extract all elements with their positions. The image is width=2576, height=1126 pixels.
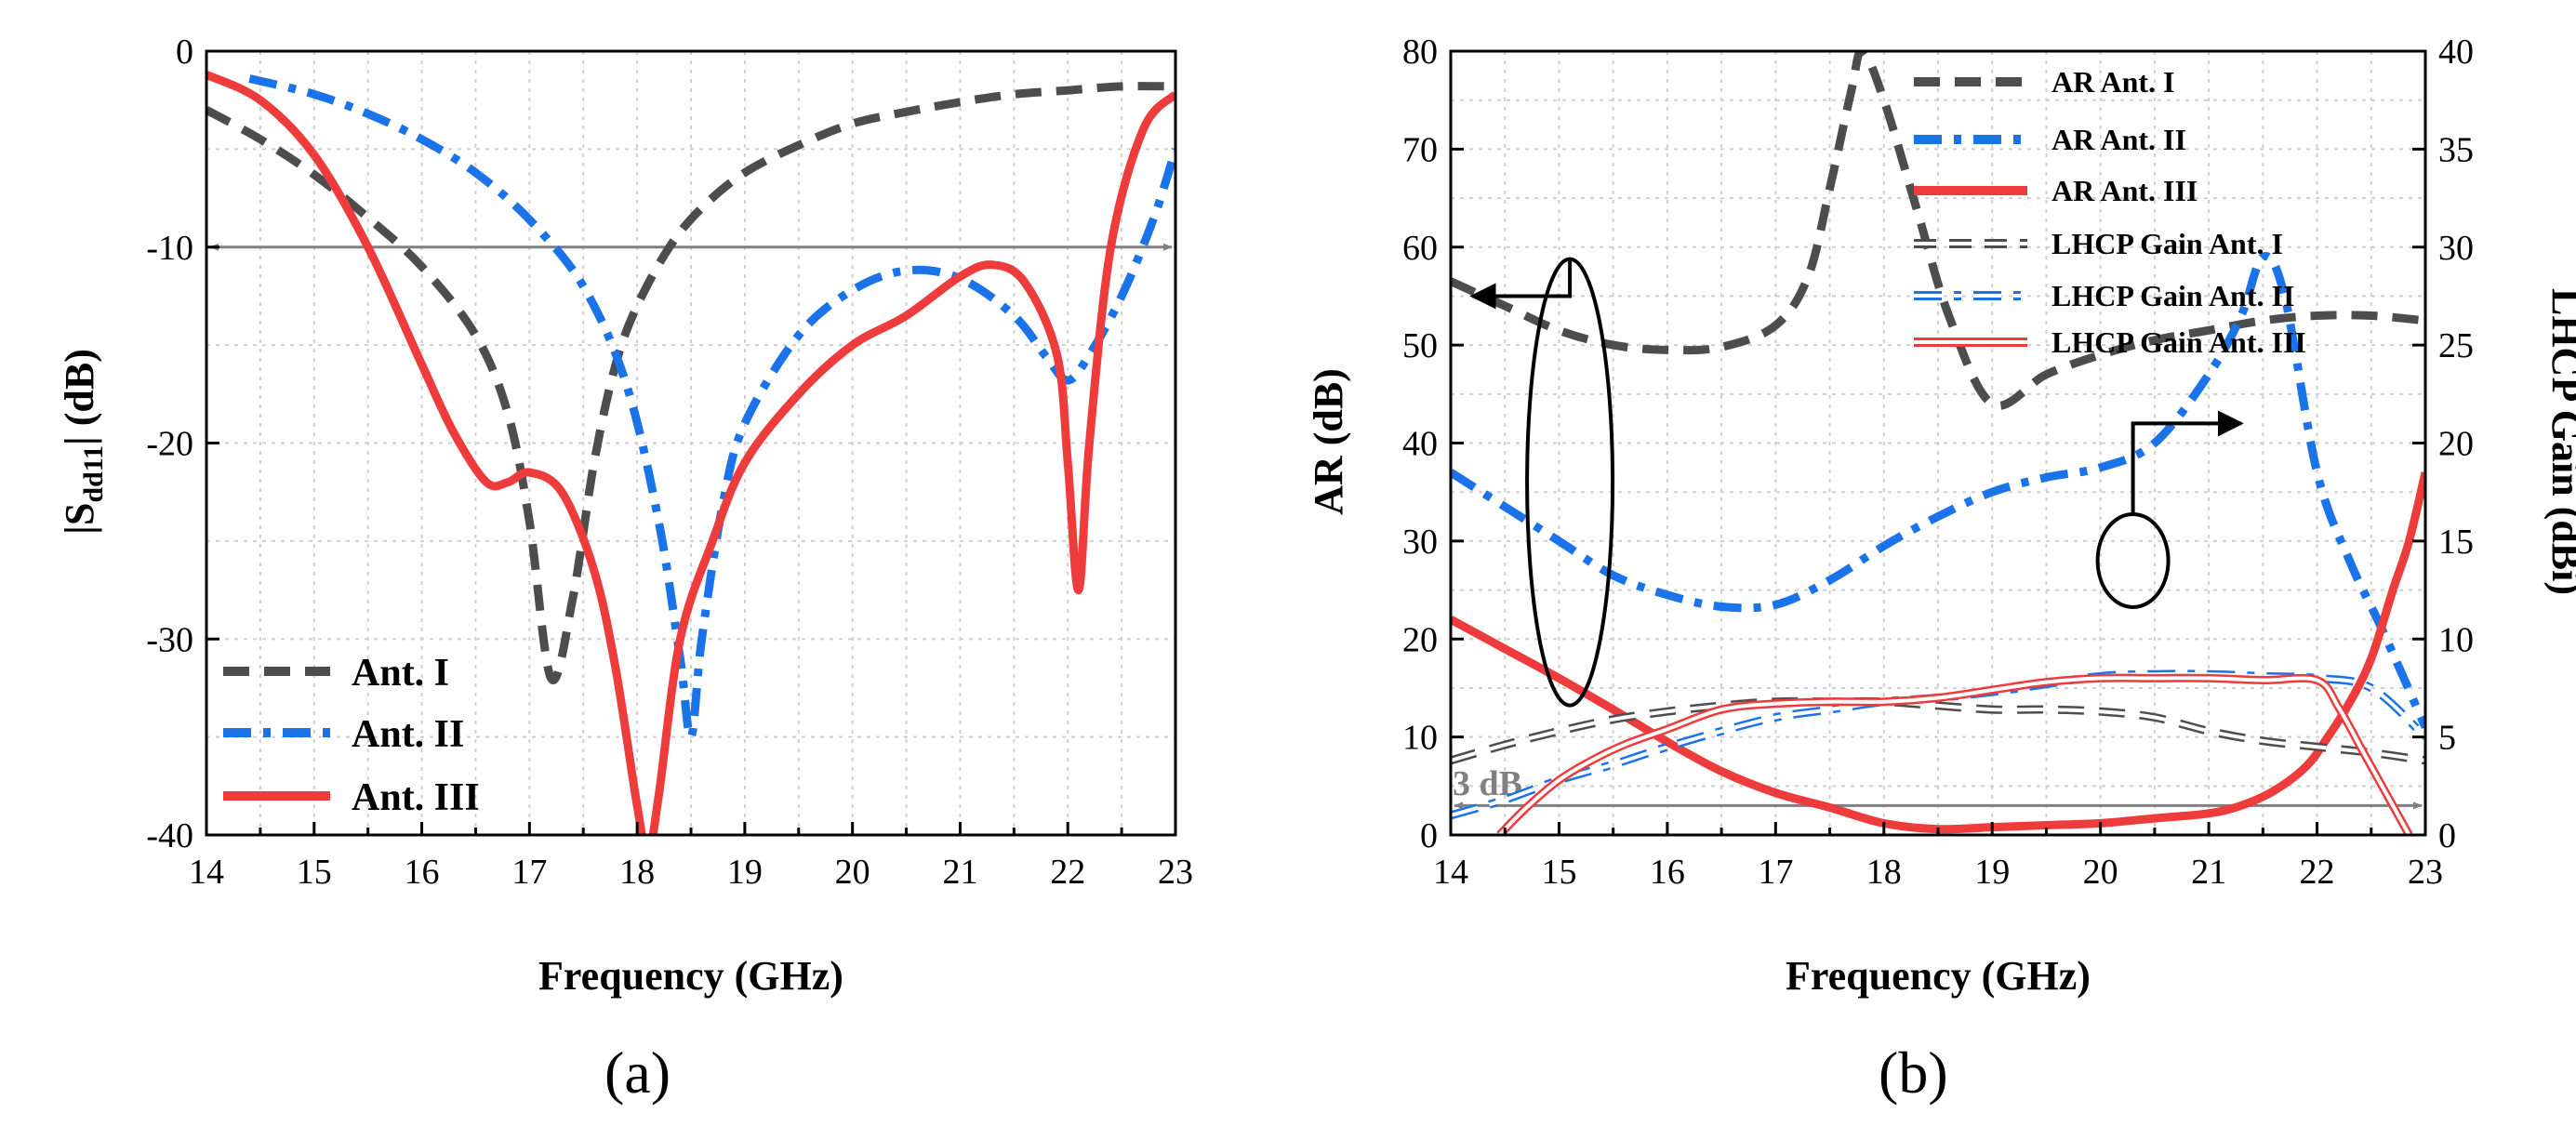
x-tick-label: 20 bbox=[835, 853, 870, 892]
chart-b-annotations bbox=[1469, 257, 2244, 708]
y-right-tick-label: 0 bbox=[2438, 816, 2456, 855]
legend-label-ant3: Ant. III bbox=[352, 776, 480, 819]
y-right-tick-label: 35 bbox=[2438, 130, 2474, 169]
x-tick-label: 19 bbox=[1974, 853, 2010, 892]
x-tick-label: 23 bbox=[1158, 853, 1193, 892]
legend-label-gain-ant3: LHCP Gain Ant. III bbox=[2052, 325, 2306, 359]
x-tick-label: 22 bbox=[1050, 853, 1085, 892]
y-tick-label: -30 bbox=[146, 620, 193, 659]
legend-label-ar-ant3: AR Ant. III bbox=[2052, 174, 2198, 207]
chart-b-series bbox=[1451, 51, 2425, 835]
legend-label-gain-ant2: LHCP Gain Ant. II bbox=[2052, 279, 2294, 312]
y-tick-label: 0 bbox=[1420, 816, 1438, 855]
x-tick-label: 18 bbox=[619, 853, 655, 892]
y-tick-label: 80 bbox=[1402, 33, 1438, 72]
y-tick-label: 60 bbox=[1402, 229, 1438, 268]
x-tick-label: 20 bbox=[2083, 853, 2118, 892]
chart-b-y-ticks-right: 0 5 10 15 20 25 30 35 40 bbox=[2412, 33, 2474, 855]
x-tick-label: 15 bbox=[1541, 853, 1576, 892]
chart-b-legend: AR Ant. I AR Ant. II AR Ant. III LHCP Ga… bbox=[1914, 65, 2306, 359]
legend-item-ar-ant2: AR Ant. II bbox=[1914, 123, 2186, 156]
legend-item-gain-ant2: LHCP Gain Ant. II bbox=[1914, 279, 2294, 312]
series-lhcp-gain-ant-iii-inner bbox=[1497, 676, 2411, 835]
x-tick-label: 17 bbox=[511, 853, 547, 892]
legend-label-ar-ant1: AR Ant. I bbox=[2052, 65, 2174, 99]
series-ar-ant-ii bbox=[1451, 252, 2425, 729]
series-lhcp-gain-ant-i-inner bbox=[1451, 699, 2425, 762]
chart-a-series bbox=[206, 71, 1175, 835]
y-right-tick-label: 30 bbox=[2438, 229, 2474, 268]
series-ar-ant-iii bbox=[1451, 471, 2425, 834]
y-right-tick-label: 10 bbox=[2438, 620, 2474, 659]
annotation-arrow-left bbox=[1469, 258, 1573, 310]
y-tick-label: 0 bbox=[176, 33, 193, 72]
chart-b: 3 dB 14 15 16 17 18 19 20 21 22 23 01020304050607… bbox=[1306, 33, 2576, 1106]
chart-b-y-axis-title-left: AR (dB) bbox=[1306, 368, 1351, 515]
y-right-tick-label: 20 bbox=[2438, 425, 2474, 464]
x-tick-label: 23 bbox=[2408, 853, 2443, 892]
y-tick-label: -40 bbox=[146, 816, 193, 855]
x-tick-label: 17 bbox=[1758, 853, 1793, 892]
legend-item-ant3: Ant. III bbox=[223, 776, 480, 819]
x-tick-label: 16 bbox=[405, 853, 440, 892]
chart-b-y-ticks-left: 0 10 20 30 40 50 60 70 80 bbox=[1402, 33, 1464, 855]
x-tick-label: 21 bbox=[942, 853, 977, 892]
series-ant-i bbox=[206, 82, 1175, 684]
y-right-tick-label: 40 bbox=[2438, 33, 2474, 72]
legend-item-gain-ant1: LHCP Gain Ant. I bbox=[1914, 227, 2283, 260]
annotation-ellipse-right bbox=[2095, 511, 2171, 609]
chart-b-panel-label: (b) bbox=[1879, 1040, 1948, 1106]
x-tick-label: 16 bbox=[1650, 853, 1685, 892]
legend-item-ar-ant1: AR Ant. I bbox=[1914, 65, 2174, 99]
x-tick-label: 14 bbox=[189, 853, 224, 892]
x-tick-label: 14 bbox=[1433, 853, 1468, 892]
chart-a-x-axis-title: Frequency (GHz) bbox=[538, 953, 843, 999]
annotation-ellipse-left bbox=[1525, 257, 1615, 708]
y-tick-label: 40 bbox=[1402, 425, 1438, 464]
chart-a-y-ticks: 0 -10 -20 -30 -40 bbox=[146, 33, 219, 855]
legend-item-ar-ant3: AR Ant. III bbox=[1914, 174, 2198, 207]
x-tick-label: 15 bbox=[297, 853, 332, 892]
chart-a-grid bbox=[206, 51, 1175, 835]
legend-label-ant2: Ant. II bbox=[352, 713, 464, 756]
legend-label-ant1: Ant. I bbox=[352, 652, 449, 695]
y-tick-label: -20 bbox=[146, 425, 193, 464]
y-tick-label: 20 bbox=[1402, 620, 1438, 659]
y-tick-label: 10 bbox=[1402, 719, 1438, 758]
x-tick-label: 21 bbox=[2191, 853, 2226, 892]
legend-item-gain-ant3: LHCP Gain Ant. III bbox=[1914, 325, 2306, 359]
legend-item-ant2: Ant. II bbox=[223, 713, 464, 756]
legend-item-ant1: Ant. I bbox=[223, 652, 449, 695]
chart-a: 14 15 16 17 18 19 20 21 22 23 0 -10 -20 -30 -40 Frequ… bbox=[57, 33, 1193, 1106]
series-ar-ant-i bbox=[1451, 51, 2425, 410]
y-tick-label: 50 bbox=[1402, 326, 1438, 365]
y-right-tick-label: 15 bbox=[2438, 523, 2474, 562]
annotation-arrow-right bbox=[2131, 410, 2244, 514]
x-tick-label: 22 bbox=[2300, 853, 2335, 892]
legend-label-gain-ant1: LHCP Gain Ant. I bbox=[2052, 227, 2283, 260]
y-tick-label: 70 bbox=[1402, 130, 1438, 169]
chart-b-x-ticks: 14 15 16 17 18 19 20 21 22 23 bbox=[1433, 822, 2443, 892]
chart-b-grid bbox=[1451, 51, 2425, 835]
x-tick-label: 19 bbox=[727, 853, 763, 892]
y-right-tick-label: 5 bbox=[2438, 719, 2456, 758]
chart-b-x-axis-title: Frequency (GHz) bbox=[1786, 953, 2091, 999]
chart-a-panel-label: (a) bbox=[604, 1040, 671, 1106]
chart-a-legend: Ant. I Ant. II Ant. III bbox=[223, 652, 480, 819]
legend-label-ar-ant2: AR Ant. II bbox=[2052, 123, 2186, 156]
series-ant-iii bbox=[206, 71, 1175, 835]
y-right-tick-label: 25 bbox=[2438, 326, 2474, 365]
chart-a-y-axis-title: |Sdd11| (dB) bbox=[57, 349, 109, 535]
y-tick-label: 30 bbox=[1402, 523, 1438, 562]
y-tick-label: -10 bbox=[146, 229, 193, 268]
chart-a-x-ticks: 14 15 16 17 18 19 20 21 22 23 bbox=[189, 822, 1193, 892]
chart-b-y-axis-title-right: LHCP Gain (dBi) bbox=[2543, 288, 2576, 595]
x-tick-label: 18 bbox=[1866, 853, 1902, 892]
